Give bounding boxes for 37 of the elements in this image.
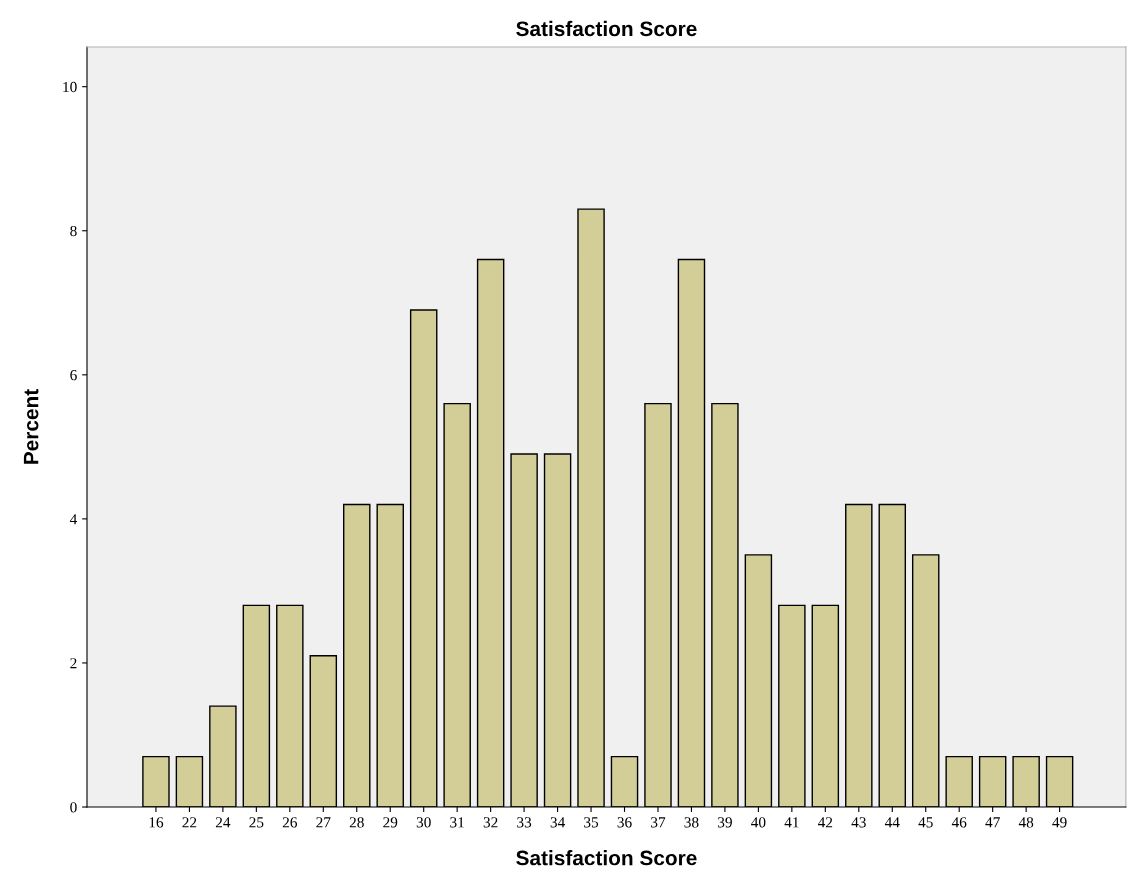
chart-title: Satisfaction Score (516, 20, 697, 37)
x-tick-label: 29 (383, 817, 398, 828)
x-tick-label: 16 (149, 817, 164, 828)
y-tick-label: 4 (69, 514, 78, 525)
x-tick-label: 44 (884, 817, 900, 828)
y-tick-label: 8 (70, 225, 77, 237)
x-tick-label: 26 (282, 817, 298, 828)
x-tick-label: 49 (1052, 817, 1067, 828)
y-tick-label: 2 (70, 658, 77, 669)
x-tick-label: 48 (1018, 817, 1034, 828)
x-tick-label: 32 (483, 817, 498, 828)
x-tick-label: 37 (651, 817, 666, 828)
x-axis-title: Satisfaction Score (516, 850, 697, 866)
x-tick-label: 25 (249, 817, 264, 828)
x-tick-label: 42 (817, 817, 833, 828)
x-tick-label: 45 (918, 817, 933, 828)
x-tick-label: 24 (215, 817, 231, 828)
x-tick-label: 33 (517, 817, 532, 828)
x-tick-label: 47 (985, 817, 1000, 828)
x-tick-label: 46 (951, 817, 967, 828)
x-tick-label: 41 (784, 817, 799, 828)
y-axis-title: Percent (23, 389, 39, 464)
y-tick-label: 6 (70, 370, 77, 381)
x-tick-label: 28 (349, 817, 364, 828)
x-tick-label: 34 (550, 817, 565, 828)
x-tick-label: 35 (584, 817, 599, 828)
x-tick-label: 36 (617, 817, 632, 828)
x-tick-label: 38 (684, 817, 699, 828)
x-tick-label: 27 (316, 817, 331, 828)
x-tick-label: 40 (751, 817, 766, 828)
x-tick-label: 22 (182, 817, 197, 828)
x-tick-label: 31 (450, 817, 464, 828)
x-tick-label: 39 (718, 817, 732, 828)
x-tick-label: 30 (416, 817, 431, 828)
y-tick-label: 0 (70, 802, 77, 813)
y-tick-label: 10 (63, 81, 77, 93)
x-tick-label: 43 (851, 817, 866, 828)
